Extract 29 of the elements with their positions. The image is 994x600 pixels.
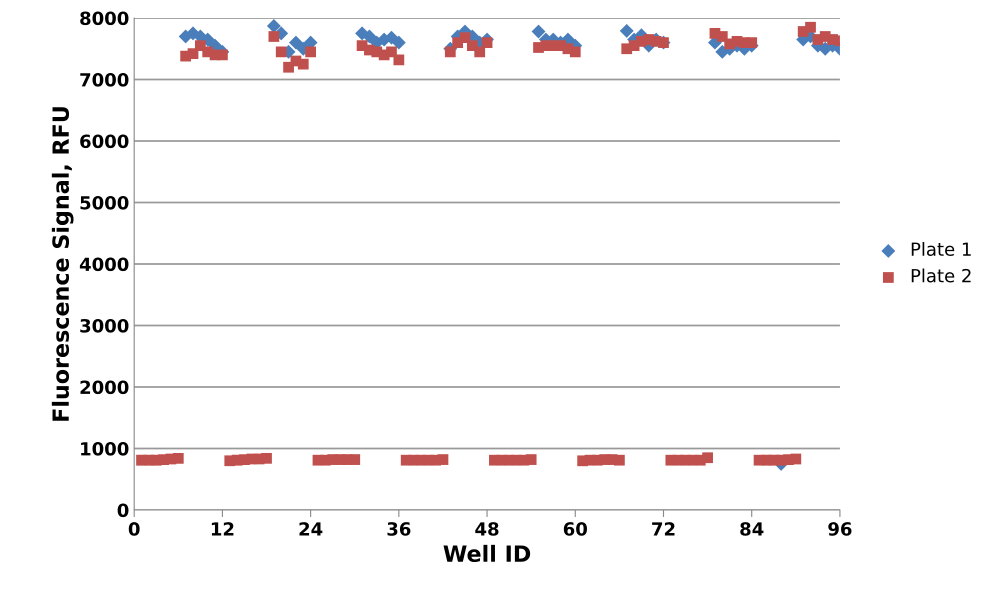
x-tick-label: 72 <box>652 522 674 536</box>
point <box>532 24 546 38</box>
x-tick-label: 36 <box>387 522 410 536</box>
x-tick-label: 24 <box>299 522 322 536</box>
x-tick-label: 12 <box>212 522 234 536</box>
x-tick-label: 96 <box>828 522 852 536</box>
y-tick-label: 6000 <box>80 134 128 148</box>
y-tick-label: 2000 <box>80 380 128 394</box>
point <box>266 19 281 33</box>
x-tick-label: 48 <box>475 522 499 536</box>
x-tick-label: 0 <box>128 522 140 536</box>
point <box>392 36 406 50</box>
y-tick-label: 8000 <box>80 11 128 26</box>
legend-label: Plate 2 <box>912 268 971 282</box>
point <box>288 36 303 50</box>
x-tick-label: 60 <box>564 522 587 536</box>
y-axis-title: Fluorescence Signal, RFU <box>52 107 74 421</box>
point <box>620 24 634 38</box>
y-tick-label: 7000 <box>80 72 128 87</box>
y-tick-label: 3000 <box>80 318 128 333</box>
x-tick-label: 84 <box>740 522 764 536</box>
y-tick-label: 1000 <box>81 442 128 456</box>
point <box>384 30 398 45</box>
y-tick-label: 0 <box>118 503 128 518</box>
x-axis-title: Well ID <box>443 544 530 562</box>
y-tick-label: 4000 <box>80 257 128 272</box>
y-tick-label: 5000 <box>80 196 128 210</box>
legend-label: Plate 1 <box>912 242 971 256</box>
point <box>362 30 376 44</box>
